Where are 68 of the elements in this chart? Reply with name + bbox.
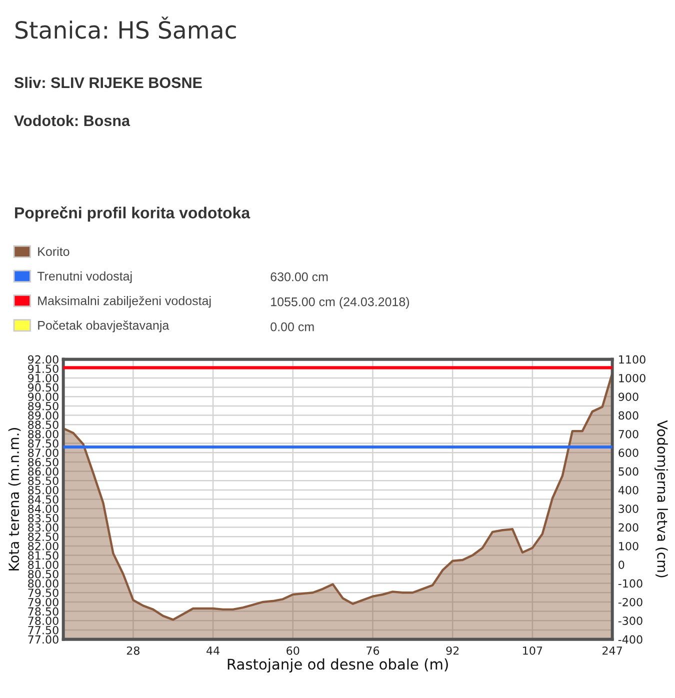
x-tick-label: 92 — [446, 646, 459, 655]
x-tick-label: 76 — [366, 646, 380, 655]
y-tick-label: 87.00 — [28, 448, 58, 458]
chart-title: Stanica: HS Šamac — [16, 16, 236, 39]
text: Početak obavještavanja — [38, 320, 170, 332]
x-tick-label: 44 — [206, 646, 220, 655]
y2-tick-label: 600 — [618, 448, 638, 458]
legend-label: Trenutni vodostaj — [37, 271, 132, 284]
legend-label: Korito — [38, 246, 70, 256]
y-tick-label: 91.50 — [28, 364, 58, 374]
y2-tick-label: 800 — [618, 411, 638, 420]
y-tick-label: 90.00 — [28, 392, 58, 402]
y2-tick-label: 300 — [618, 504, 638, 514]
y-tick-label: 90.50 — [28, 383, 58, 392]
text: Vodotok: Bosna — [14, 114, 130, 126]
y-tick-label: 80.50 — [28, 570, 58, 578]
text: Poprečni profil korita vodotoka — [15, 206, 250, 222]
y-tick-label: 84.50 — [28, 495, 58, 504]
y-tick-label: 82.50 — [28, 532, 58, 542]
y-tick-label: 92.00 — [28, 355, 58, 364]
y2-tick-label: 0 — [618, 560, 624, 570]
y2-tick-label: 1100 — [619, 355, 646, 364]
y2-tick-label: -400 — [618, 635, 642, 644]
x-tick-label: 107 — [523, 646, 542, 655]
y-tick-label: 78.50 — [28, 607, 58, 616]
x-tick-label: 60 — [286, 646, 300, 655]
y-tick-label: 77.50 — [28, 626, 58, 634]
x-axis-title: Rastojanje od desne obale (m) — [228, 658, 448, 672]
y-tick-label: 86.00 — [28, 467, 58, 476]
y-tick-label: 83.00 — [28, 523, 58, 532]
y-tick-label: 89.00 — [28, 411, 58, 420]
legend-label: Maksimalni zabilježeni vodostaj — [38, 296, 211, 308]
text: 0.00 cm — [270, 322, 314, 332]
y-tick-label: 88.50 — [28, 420, 58, 430]
y-tick-label: 81.50 — [28, 551, 58, 560]
y-tick-label: 85.00 — [28, 486, 58, 494]
y-tick-label: 80.00 — [28, 579, 58, 588]
y-tick-label: 91.00 — [28, 374, 58, 382]
y-tick-label: 79.00 — [28, 598, 58, 606]
text: 630.00 cm — [270, 272, 328, 282]
y-tick-label: 84.00 — [28, 504, 58, 514]
y2-tick-label: 700 — [618, 430, 638, 438]
y-tick-label: 82.00 — [28, 542, 58, 550]
text: 1055.00 cm (24.03.2018) — [271, 297, 410, 309]
y-tick-label: 86.50 — [28, 458, 58, 466]
y-tick-label: 81.00 — [28, 560, 58, 570]
x-tick-label: 247 — [602, 646, 622, 655]
y2-tick-label: 1000 — [619, 374, 646, 382]
x-tick-label: 28 — [126, 646, 140, 655]
y2-tick-label: -200 — [618, 598, 642, 606]
y-tick-label: 85.50 — [28, 476, 58, 486]
y2-tick-label: -300 — [618, 616, 642, 626]
y-tick-label: 83.50 — [28, 514, 58, 522]
y2-tick-label: 100 — [619, 542, 638, 550]
chart-subtitle: Sliv: SLIV RIJEKE BOSNE — [14, 76, 202, 88]
y-tick-label: 89.50 — [28, 402, 58, 410]
y2-tick-label: 200 — [618, 523, 638, 532]
y-tick-label: 87.50 — [28, 439, 58, 448]
y-tick-label: 88.00 — [28, 430, 58, 438]
y2-tick-label: -100 — [618, 579, 642, 588]
y-axis-title: Kota terena (m.n.m.) — [8, 428, 21, 570]
y2-tick-label: 500 — [618, 467, 638, 476]
y2-axis-title: Vodomjerna letva (cm) — [654, 420, 668, 578]
y-tick-label: 79.50 — [28, 588, 58, 598]
y2-tick-label: 900 — [618, 392, 638, 402]
y-tick-label: 78.00 — [28, 616, 58, 626]
y-tick-label: 77.00 — [28, 635, 58, 644]
y2-tick-label: 400 — [618, 486, 638, 494]
